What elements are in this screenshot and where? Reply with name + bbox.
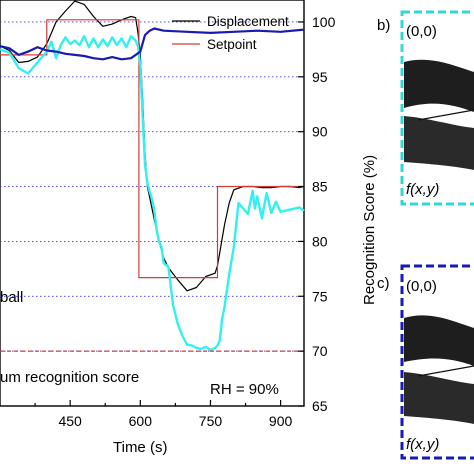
y-tick-label: 85 [312,179,328,195]
legend-label-displacement: Displacement [207,14,289,29]
y-tick-label: 70 [312,343,328,359]
y-tick-label: 95 [312,69,328,85]
panel-b: b) (0,0) f(x,y) [377,10,474,206]
panel-b-label: b) [377,17,390,34]
y-tick-label: 65 [312,398,328,414]
panel-c-image-lower [404,372,474,424]
series-line-3 [0,27,305,61]
panel-c-image-upper [404,315,474,366]
panel-b-image-lower [404,116,474,170]
panel-b-probe-line [417,109,474,121]
y-tick-label: 75 [312,288,328,304]
min-score-annotation: um recognition score [0,369,139,386]
panel-b-function: f(x,y) [406,181,439,198]
legend: Displacement Setpoint [172,14,289,52]
panel-b-origin: (0,0) [406,23,437,40]
x-tick-label: 600 [129,413,153,429]
series-line-0 [0,0,305,292]
x-tick-label: 900 [269,413,293,429]
y-tick-label: 90 [312,124,328,140]
rh-annotation: RH = 90% [210,381,279,398]
panel-c: c) (0,0) f(x,y) [377,264,474,460]
x-axis-label: Time (s) [113,439,167,456]
series-group [0,0,305,352]
plot-frame [0,0,305,407]
panel-c-function: f(x,y) [406,436,439,453]
panel-b-image-upper [404,59,474,112]
panel-c-label: c) [377,275,390,292]
series-line-2 [0,35,305,352]
legend-label-setpoint: Setpoint [207,37,257,52]
y-axis-label: Recognition Score (%) [361,155,378,305]
ball-annotation: ball [0,289,23,306]
y-tick-label: 80 [312,233,328,249]
y-tick-label: 100 [312,14,336,30]
panel-c-origin: (0,0) [406,278,437,295]
axes-group: 450 600 750 900 65 70 75 80 85 90 95 100 [34,14,336,429]
series-line-1 [0,19,304,279]
x-tick-label: 450 [58,413,82,429]
x-tick-label: 750 [199,413,223,429]
panel-c-probe-line [417,365,474,377]
